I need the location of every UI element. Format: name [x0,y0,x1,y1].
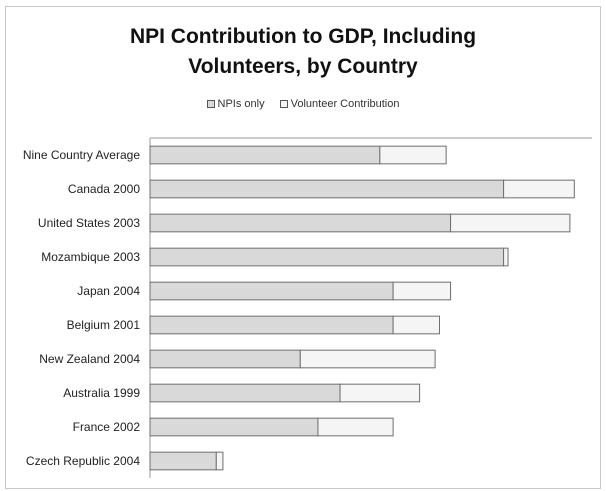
bar-npis-only [149,451,217,471]
category-label: Australia 1999 [63,386,140,400]
chart-title: NPI Contribution to GDP, Including Volun… [0,22,606,82]
chart-title-line-1: NPI Contribution to GDP, Including [129,25,477,48]
category-label: New Zealand 2004 [39,352,140,366]
chart-frame [5,6,601,489]
legend-item-volunteer-contribution: Volunteer Contribution [279,98,400,110]
bar-volunteer-contribution [450,213,571,233]
bar-volunteer-contribution [503,247,509,267]
legend-swatch-npis-only [206,100,215,108]
bar-npis-only [149,281,394,301]
category-label: Mozambique 2003 [41,250,140,264]
bar-npis-only [149,179,505,199]
bar-volunteer-contribution [392,315,441,335]
legend-swatch-volunteer-contribution [279,100,288,108]
bar-npis-only [149,247,505,267]
bar-volunteer-contribution [339,383,421,403]
bar-volunteer-contribution [317,417,394,437]
bar-npis-only [149,383,341,403]
bar-volunteer-contribution [392,281,452,301]
bar-npis-only [149,315,394,335]
bar-volunteer-contribution [299,349,436,369]
legend-label-npis-only: NPIs only [217,98,265,110]
bar-volunteer-contribution [215,451,224,471]
category-label: Canada 2000 [68,182,140,196]
bar-volunteer-contribution [379,145,447,165]
bar-npis-only [149,145,381,165]
legend-item-npis-only: NPIs only [206,98,265,110]
chart-legend: NPIs only Volunteer Contribution [0,98,606,111]
bar-npis-only [149,213,452,233]
bar-npis-only [149,417,319,437]
bar-volunteer-contribution [503,179,575,199]
category-label: France 2002 [73,420,141,434]
category-label: Nine Country Average [23,148,141,162]
category-label: Belgium 2001 [67,318,141,332]
category-label: Japan 2004 [77,284,140,298]
legend-label-volunteer-contribution: Volunteer Contribution [290,98,400,110]
category-label: Czech Republic 2004 [26,454,140,468]
bar-npis-only [149,349,301,369]
chart-title-line-2: Volunteers, by Country [188,55,418,78]
category-label: United States 2003 [38,216,140,230]
